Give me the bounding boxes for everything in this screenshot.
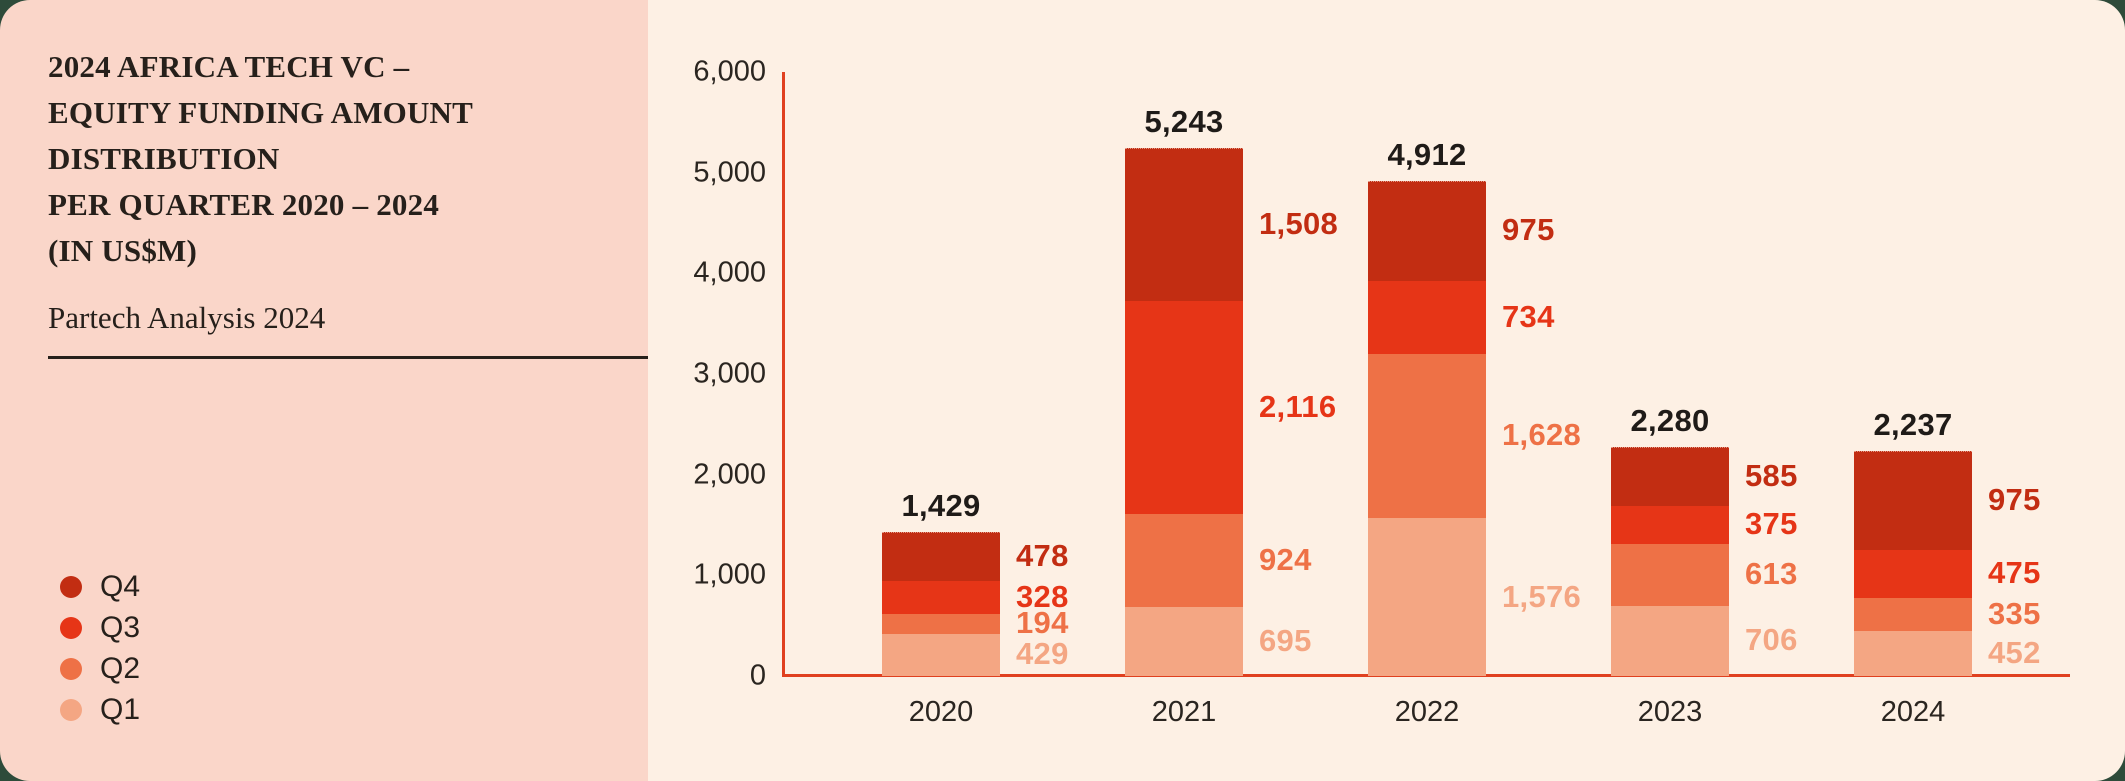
bar-segment-2020-q1 (882, 632, 1000, 676)
chart-subtitle: Partech Analysis 2024 (48, 300, 326, 335)
x-category-label-2020: 2020 (908, 696, 974, 728)
total-label-2024: 2,237 (1873, 406, 1953, 442)
segment-value-2023-q3: 375 (1745, 506, 1798, 542)
legend-dot-q1 (60, 698, 82, 721)
y-tick-label: 4,000 (693, 256, 766, 289)
bar-segment-2024-q4 (1854, 450, 1972, 550)
bar-segment-2020-q2 (882, 613, 1000, 634)
segment-value-2024-q3: 475 (1988, 554, 2041, 590)
x-category-label-2021: 2021 (1151, 696, 1217, 728)
legend-item-q1: Q1 (60, 689, 140, 730)
y-tick-label: 3,000 (693, 357, 766, 390)
stacked-bar-chart: 0 1,000 2,000 3,000 4,000 5,000 6,000 429 194 32… (648, 0, 2125, 781)
segment-value-2020-q2: 194 (1016, 605, 1069, 641)
left-panel: 2024 AFRICA TECH VC – EQUITY FUNDING AMO… (0, 0, 648, 781)
segment-value-2021-q1: 695 (1259, 623, 1312, 659)
total-label-2020: 1,429 (901, 488, 981, 524)
legend: Q4 Q3 Q2 Q1 (60, 566, 140, 730)
segment-value-2023-q2: 613 (1745, 556, 1798, 592)
legend-item-q4: Q4 (60, 566, 140, 607)
segment-value-2022-q1: 1,576 (1502, 578, 1582, 614)
bar-segment-2020-q4 (882, 532, 1000, 582)
x-category-label-2023: 2023 (1637, 696, 1703, 728)
segment-value-2023-q4: 585 (1745, 458, 1798, 494)
total-label-2021: 5,243 (1144, 104, 1224, 140)
bar-segment-2022-q1 (1368, 517, 1486, 676)
bar-segment-2023-q4 (1611, 446, 1729, 507)
bar-segment-2024-q2 (1854, 596, 1972, 632)
x-category-label-2022: 2022 (1394, 696, 1460, 728)
bar-segment-2021-q3 (1125, 300, 1243, 514)
y-axis-line (782, 72, 785, 676)
segment-value-2023-q1: 706 (1745, 622, 1798, 658)
bar-segment-2021-q4 (1125, 148, 1243, 301)
bar-segment-2021-q1 (1125, 606, 1243, 676)
legend-label: Q3 (100, 610, 141, 644)
legend-label: Q2 (100, 651, 141, 685)
y-tick-label: 2,000 (693, 458, 766, 491)
bar-segment-2022-q2 (1368, 353, 1486, 519)
segment-value-2022-q2: 1,628 (1502, 417, 1582, 453)
bar-segment-2024-q1 (1854, 630, 1972, 676)
segment-value-2022-q3: 734 (1502, 298, 1555, 334)
y-tick-label: 5,000 (693, 156, 766, 189)
legend-label: Q1 (100, 692, 141, 726)
bar-segment-2023-q3 (1611, 505, 1729, 545)
segment-value-2020-q1: 429 (1016, 636, 1069, 672)
segment-value-2021-q4: 1,508 (1259, 206, 1339, 242)
y-tick-label: 1,000 (693, 558, 766, 591)
bar-segment-2023-q1 (1611, 604, 1729, 676)
segment-value-2024-q2: 335 (1988, 595, 2041, 631)
bar-segment-2021-q2 (1125, 513, 1243, 608)
legend-label: Q4 (100, 569, 141, 603)
legend-dot-q4 (60, 575, 82, 598)
segment-value-2020-q3: 328 (1016, 578, 1069, 614)
bar-segment-2020-q3 (882, 580, 1000, 615)
legend-item-q2: Q2 (60, 648, 140, 689)
segment-value-2021-q3: 2,116 (1259, 388, 1337, 424)
total-label-2023: 2,280 (1630, 402, 1710, 438)
bar-segment-2024-q3 (1854, 548, 1972, 598)
total-label-2022: 4,912 (1387, 137, 1467, 173)
segment-value-2021-q2: 924 (1259, 541, 1312, 577)
bar-segment-2022-q3 (1368, 279, 1486, 355)
bar-segment-2023-q2 (1611, 543, 1729, 606)
divider (48, 356, 648, 359)
legend-dot-q2 (60, 657, 82, 680)
segment-value-2022-q4: 975 (1502, 212, 1555, 248)
x-category-label-2024: 2024 (1880, 696, 1946, 728)
y-tick-label: 6,000 (693, 55, 766, 88)
y-tick-label: 0 (749, 659, 766, 692)
chart-title: 2024 AFRICA TECH VC – EQUITY FUNDING AMO… (48, 49, 474, 268)
segment-value-2020-q4: 478 (1016, 538, 1069, 574)
segment-value-2024-q1: 452 (1988, 635, 2041, 671)
bar-segment-2022-q4 (1368, 181, 1486, 281)
segment-value-2024-q4: 975 (1988, 481, 2041, 517)
legend-item-q3: Q3 (60, 607, 140, 648)
legend-dot-q3 (60, 616, 82, 639)
